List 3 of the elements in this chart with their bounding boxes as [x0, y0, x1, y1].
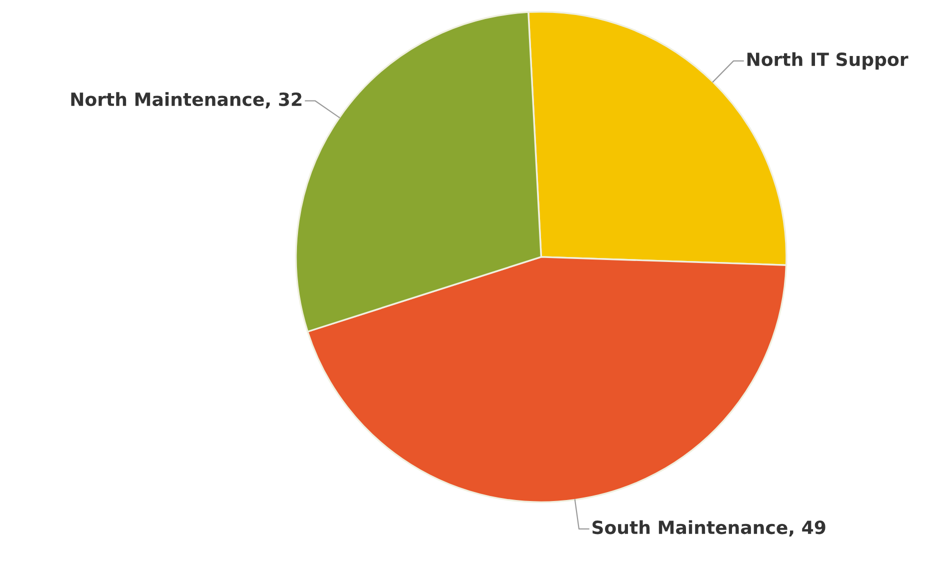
slice-label: South Maintenance, 49 — [592, 520, 826, 536]
slice-label: North Maintenance, 32 — [71, 92, 302, 108]
slice-label: North IT Suppor — [747, 52, 908, 70]
